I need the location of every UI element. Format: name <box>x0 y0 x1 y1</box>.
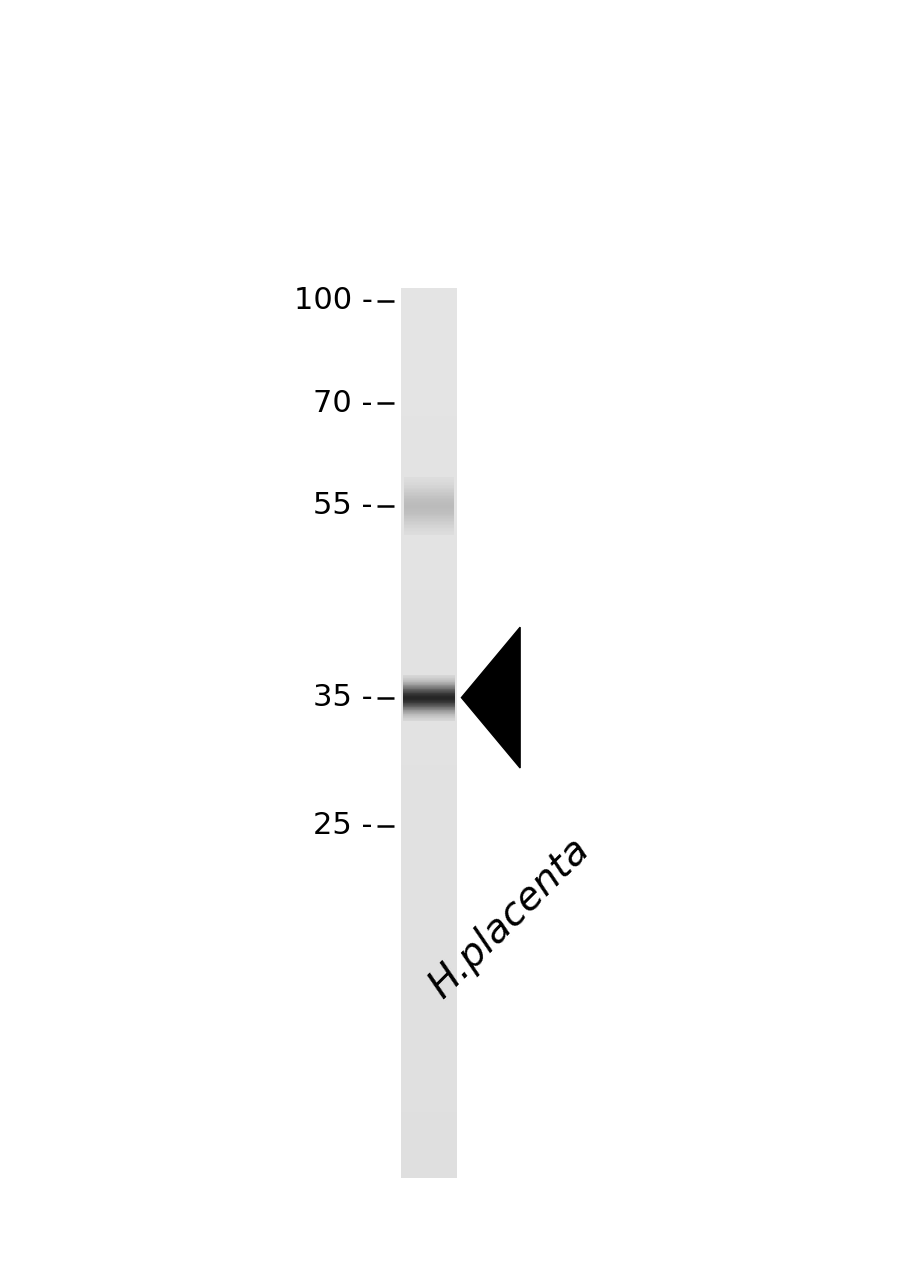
Text: 100 -: 100 - <box>294 287 373 315</box>
Text: H.placenta: H.placenta <box>421 829 596 1005</box>
Text: 70 -: 70 - <box>313 389 373 417</box>
Polygon shape <box>461 627 520 768</box>
Text: 35 -: 35 - <box>313 684 373 712</box>
Text: 25 -: 25 - <box>313 812 373 840</box>
Text: 55 -: 55 - <box>313 492 373 520</box>
Bar <box>400 288 456 1178</box>
